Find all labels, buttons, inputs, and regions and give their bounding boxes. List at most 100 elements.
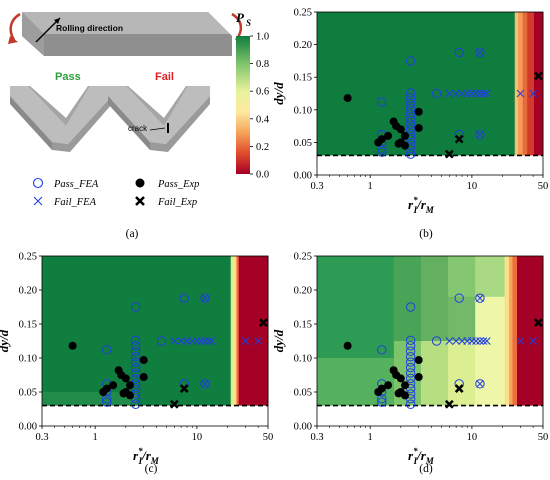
caption-c: (c) [145,463,158,475]
plot-frame [316,255,544,427]
x-tick-label: 10 [467,432,478,443]
pass-fea-point [431,336,442,346]
pass-fea-point [405,93,416,103]
y-tick-label: 0.10 [294,105,312,116]
y-axis-label: dy/d [271,329,286,352]
data-points [343,47,543,159]
y-tick-label: 0.15 [19,320,37,331]
fail-fea-point [445,337,454,345]
pass-exp-point [343,94,352,103]
data-points [68,293,268,409]
pass-fea-point [405,88,416,98]
fail-fea-point [529,337,537,345]
fail-fea-point [201,379,209,388]
fail-exp-point [533,71,543,81]
pass-fea-point [405,357,416,367]
pass-exp-point [414,373,423,382]
pass-exp-point [102,384,111,393]
fail-fea-point [482,337,491,345]
colorbar-tick-label: 0.8 [256,59,269,70]
pass-fea-point [405,149,416,159]
heatmap-band [504,256,510,406]
y-tick-label: 0.20 [294,286,312,297]
pass-fea-point [200,293,210,303]
pass-fea-point [405,114,416,124]
colorbar-tick-label: 0.0 [256,170,269,181]
heatmap-band [514,12,519,156]
x-tick-label: 0.3 [310,432,323,443]
pass-exp-point [126,391,135,400]
pass-fea-point [405,362,416,373]
pass-fea-point [377,394,387,404]
fail-exp-point [454,134,464,144]
pass-exp-point [119,389,128,398]
x-axis-label: r* I/rM [408,195,435,215]
pass-fea-point [130,341,141,351]
pass-fea-point [475,293,485,303]
fail-fea-point [254,337,262,345]
heatmap-band [42,392,137,406]
pass-exp-point [139,356,148,365]
pass-fea-point [405,103,416,114]
pass-fea-point [130,368,141,378]
fail-fea-point [452,89,461,98]
pass-exp-point [401,131,410,140]
x-tick-label: 1 [368,181,373,192]
fail-fea-point [201,337,209,345]
colorbar: P S 1.0 0.8 0.6 0.4 0.2 0.0 [236,10,270,181]
pass-fea-point [179,293,189,303]
fail-fea-point [207,337,216,345]
legend-fail-fea: Fail_FEA [53,197,97,208]
pass-fea-point [130,357,141,367]
y-tick-label: 0.00 [294,422,312,433]
colorbar-tick-label: 0.2 [256,142,269,153]
heatmap [317,12,544,156]
pass-fea-point [405,373,416,384]
fail-fea-point [445,89,454,98]
pass-exp-point [384,381,393,390]
pass-fea-point [405,368,416,378]
pass-fea-point [377,345,387,355]
chart-panel-c: 0.00 0.05 0.10 0.15 0.20 0.25 0.3 1 10 50 dy/d r* I/… [0,252,273,476]
x-tick-label: 10 [192,432,203,443]
heatmap-band [42,256,232,406]
colorbar-title-sub: S [246,18,251,28]
legend: Pass_FEA Fail_FEA Pass_Exp Fail_Exp [32,177,199,208]
heatmap-band [512,256,518,406]
legend-fail-exp-marker [135,196,145,206]
y-tick-label: 0.25 [19,252,37,263]
fail-fea-point [482,89,491,98]
fail-fea-point [476,48,484,57]
colorbar-tick-label: 1.0 [256,32,269,43]
fail-fea-point [479,337,488,345]
fail-fea-point [476,337,484,345]
pass-fea-point [377,144,387,154]
colorbar-tick-label: 0.4 [256,114,270,125]
bend-arrow-left-icon [9,12,21,41]
fail-fea-point [476,294,484,303]
heatmap-band [527,12,535,156]
pass-fea-point [377,397,387,407]
pass-fea-point [130,302,141,312]
fail-exp-point [444,149,454,159]
chart-panel-b: 0.00 0.05 0.10 0.15 0.20 0.25 0.3 1 10 50 dy/d r* I/… [271,8,548,241]
pass-exp-point [414,356,423,365]
heatmap-band [448,256,505,297]
x-tick-label: 10 [467,181,478,192]
pass-exp-point [401,391,410,400]
pass-fea-point [405,346,416,356]
pass-exp-point [394,139,403,148]
y-tick-label: 0.20 [19,286,37,297]
pass-fea-point [431,88,442,99]
y-tick-label: 0.20 [294,40,312,51]
bent-specimen-fail: crack [108,86,210,152]
x-tick-label: 0.3 [310,181,323,192]
pass-fea-point [475,379,485,389]
fail-fea-point [201,294,209,303]
heatmap-band [236,256,240,406]
pass-exp-point [139,373,148,382]
pass-label: Pass [55,71,81,83]
fail-fea-point [472,337,480,345]
pass-fea-point [405,351,416,362]
x-tick-label: 50 [538,432,549,443]
